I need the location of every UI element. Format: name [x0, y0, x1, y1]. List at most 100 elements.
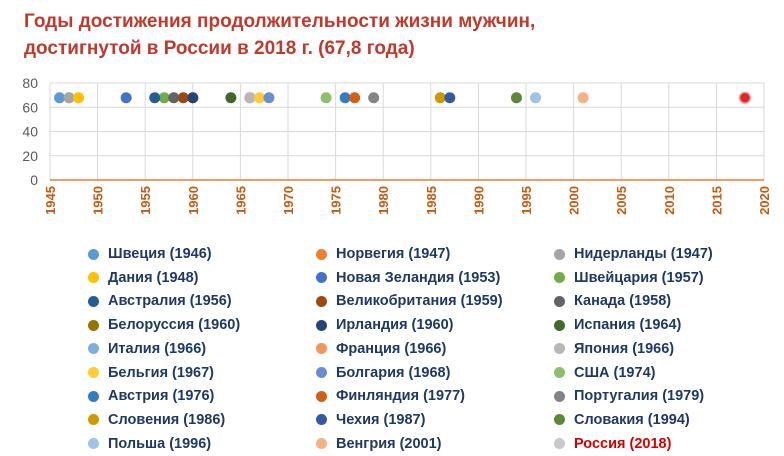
legend-marker-icon [554, 272, 565, 284]
legend-label: Испания (1964) [574, 317, 682, 334]
legend-item: Словакия (1994) [554, 408, 690, 432]
data-point [253, 92, 265, 104]
y-tick-label: 60 [22, 99, 38, 115]
x-tick-label: 1945 [43, 186, 58, 215]
legend-marker-icon [316, 343, 327, 355]
legend-label: Россия (2018) [574, 435, 672, 452]
x-tick-label: 1970 [281, 186, 296, 215]
data-point [510, 92, 522, 104]
scatter-plot: 0 20 40 60 80 1945 1950 1955 1960 1965 1970 1975 198… [22, 75, 772, 215]
legend-label: Бельгия (1967) [108, 364, 214, 381]
legend-label: Польша (1996) [108, 435, 212, 452]
legend-item: Россия (2018) [554, 432, 671, 456]
legend-marker-icon [316, 390, 327, 402]
legend-label: Ирландия (1960) [336, 317, 454, 334]
legend-marker-icon [88, 295, 99, 307]
legend-item: Норвегия (1947) [316, 242, 450, 266]
legend-item: Ирландия (1960) [316, 313, 453, 337]
legend-label: Венгрия (2001) [336, 435, 442, 452]
legend-label: Италия (1966) [108, 340, 207, 357]
legend-item: США (1974) [554, 361, 655, 385]
x-tick-label: 2015 [709, 186, 724, 215]
data-point [738, 91, 752, 105]
legend-marker-icon [554, 414, 565, 426]
data-point [320, 92, 332, 104]
legend-label: Норвегия (1947) [336, 246, 451, 262]
legend-marker-icon [554, 248, 565, 260]
legend-item: Франция (1966) [316, 337, 446, 361]
legend-label: Словакия (1994) [574, 411, 690, 428]
legend-label: Австрия (1976) [108, 388, 215, 405]
legend-marker-icon [88, 367, 99, 378]
legend-item: Белоруссия (1960) [88, 313, 240, 337]
legend-marker-icon [88, 438, 99, 450]
legend-item: Австрия (1976) [88, 384, 214, 408]
data-point [187, 92, 199, 104]
x-tick-label: 1950 [91, 186, 106, 215]
chart-title-line-2: достигнутой в России в 2018 г. (67,8 год… [24, 38, 415, 59]
y-tick-label: 40 [22, 124, 38, 140]
data-point [244, 92, 256, 104]
legend-marker-icon [554, 343, 565, 355]
data-point [368, 92, 380, 104]
legend-marker-icon [554, 390, 565, 402]
x-tick-label: 1975 [329, 186, 344, 215]
legend-item: Швеция (1946) [88, 242, 212, 266]
legend-label: Канада (1958) [574, 293, 672, 310]
legend-item: Испания (1964) [554, 313, 681, 337]
legend-label: Швеция (1946) [108, 246, 212, 262]
legend-marker-icon [554, 438, 565, 450]
legend-marker-icon [88, 272, 99, 284]
data-point [530, 92, 542, 104]
legend-marker-icon [316, 319, 327, 331]
legend-label: Чехия (1987) [336, 411, 426, 428]
data-point [63, 92, 75, 104]
legend-item: Болгария (1968) [316, 361, 450, 385]
chart-title: Годы достижения продолжительности жизни … [24, 8, 764, 62]
data-point [349, 92, 361, 104]
x-tick-label: 1980 [376, 186, 391, 215]
data-point [577, 92, 589, 104]
data-point [339, 92, 351, 104]
legend-item: Польша (1996) [88, 432, 211, 456]
legend-item: Дания (1948) [88, 266, 198, 290]
x-tick-label: 1985 [424, 186, 439, 215]
legend-item: Финляндия (1977) [316, 384, 465, 408]
legend-item: Словения (1986) [88, 408, 225, 432]
data-point [168, 92, 180, 104]
legend-marker-icon [316, 272, 327, 284]
legend-marker-icon [88, 390, 99, 402]
legend-item: Великобритания (1959) [316, 289, 503, 313]
legend-marker-icon [316, 438, 327, 450]
legend-item: Новая Зеландия (1953) [316, 266, 500, 290]
data-point [73, 92, 85, 104]
y-tick-label: 80 [22, 75, 38, 91]
legend-label: Болгария (1968) [336, 364, 451, 381]
legend-marker-icon [88, 343, 99, 355]
legend-marker-icon [88, 414, 99, 426]
data-point [444, 92, 456, 104]
data-point [149, 92, 161, 104]
data-point [434, 92, 446, 104]
x-tick-label: 2010 [662, 186, 677, 215]
legend-item: Австралия (1956) [88, 289, 232, 313]
legend-item: Чехия (1987) [316, 408, 425, 432]
data-point [177, 92, 189, 104]
legend-item: Бельгия (1967) [88, 361, 214, 385]
x-tick-label: 2020 [757, 186, 772, 215]
legend-label: Австралия (1956) [108, 293, 232, 310]
x-tick-label: 1990 [471, 186, 486, 215]
x-tick-label: 2005 [614, 186, 629, 215]
legend-label: Новая Зеландия (1953) [336, 269, 501, 286]
data-point [120, 92, 132, 104]
data-point [54, 92, 66, 104]
legend-label: Нидерланды (1947) [574, 246, 713, 262]
legend-marker-icon [316, 248, 327, 260]
legend-item: Нидерланды (1947) [554, 242, 713, 266]
y-tick-label: 20 [22, 148, 38, 164]
legend-marker-icon [88, 319, 99, 331]
legend-marker-icon [554, 367, 565, 378]
y-tick-label: 0 [30, 172, 38, 188]
legend-label: США (1974) [574, 364, 656, 381]
data-point [225, 92, 237, 104]
